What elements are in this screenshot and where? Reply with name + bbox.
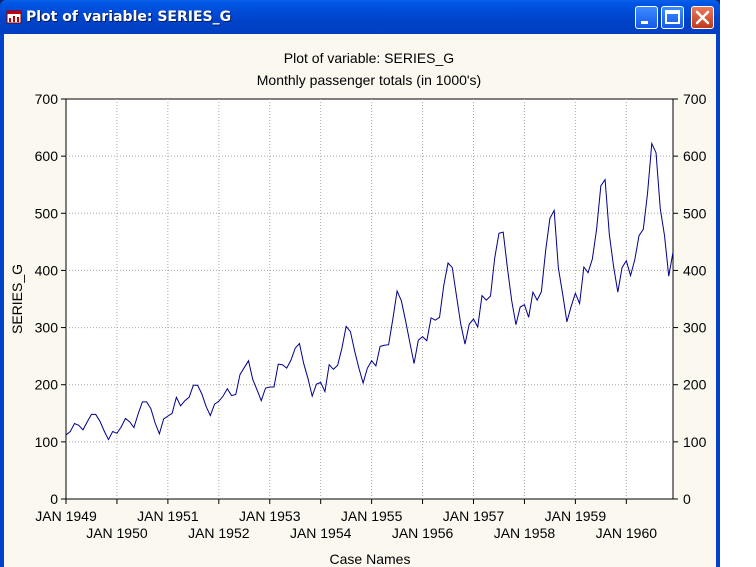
y-tick-label-left: 700 (35, 91, 59, 107)
x-tick-label: JAN 1959 (545, 508, 607, 524)
x-tick-label: JAN 1952 (188, 525, 250, 541)
x-tick-label: JAN 1954 (290, 525, 352, 541)
minimize-icon (641, 21, 648, 24)
series-line (65, 141, 674, 441)
minimize-button[interactable] (635, 6, 658, 29)
y-tick-label-left: 100 (35, 434, 59, 450)
chart-subtitle: Monthly passenger totals (in 1000's) (257, 72, 481, 88)
graph-window-icon[interactable] (6, 9, 22, 25)
line-chart: Plot of variable: SERIES_G Monthly passe… (9, 50, 707, 567)
y-tick-label-right: 300 (683, 320, 707, 336)
x-tick-label: JAN 1955 (341, 508, 403, 524)
y-tick-label-right: 400 (683, 262, 707, 278)
x-tick-label: JAN 1956 (392, 525, 454, 541)
y-tick-label-right: 500 (683, 205, 707, 221)
y-tick-label-right: 0 (683, 491, 691, 507)
close-button[interactable] (691, 6, 714, 29)
y-tick-label-left: 600 (35, 148, 59, 164)
maximize-button[interactable] (661, 6, 684, 29)
x-tick-label: JAN 1949 (35, 508, 97, 524)
y-tick-label-left: 500 (35, 205, 59, 221)
x-tick-label: JAN 1960 (596, 525, 658, 541)
gridlines (66, 99, 673, 499)
x-axis-label: Case Names (330, 551, 411, 567)
axis-ticks: 0 0 100 100 200 200 300 300 400 400 500 500 600 600 70… (35, 91, 707, 541)
x-tick-label: JAN 1957 (443, 508, 505, 524)
maximize-icon (665, 10, 680, 24)
plot-window: Plot of variable: SERIES_G Plot of varia… (0, 0, 720, 567)
plot-frame (65, 98, 674, 500)
y-tick-label-left: 0 (50, 491, 58, 507)
close-icon (695, 10, 710, 25)
plot-area: Plot of variable: SERIES_G Monthly passe… (4, 34, 716, 567)
x-tick-label: JAN 1951 (137, 508, 199, 524)
title-bar[interactable]: Plot of variable: SERIES_G (0, 0, 720, 34)
x-tick-label: JAN 1950 (86, 525, 148, 541)
y-tick-label-left: 300 (35, 320, 59, 336)
y-tick-label-right: 200 (683, 377, 707, 393)
y-tick-label-right: 600 (683, 148, 707, 164)
y-tick-label-right: 100 (683, 434, 707, 450)
window-frame-right (716, 34, 720, 567)
chart-title: Plot of variable: SERIES_G (284, 50, 454, 66)
y-tick-label-right: 700 (683, 91, 707, 107)
y-tick-label-left: 400 (35, 262, 59, 278)
window-frame-left (0, 34, 4, 567)
x-tick-label: JAN 1953 (239, 508, 301, 524)
window-title: Plot of variable: SERIES_G (26, 9, 232, 25)
x-tick-label: JAN 1958 (494, 525, 556, 541)
y-tick-label-left: 200 (35, 377, 59, 393)
y-axis-label: SERIES_G (9, 264, 25, 334)
